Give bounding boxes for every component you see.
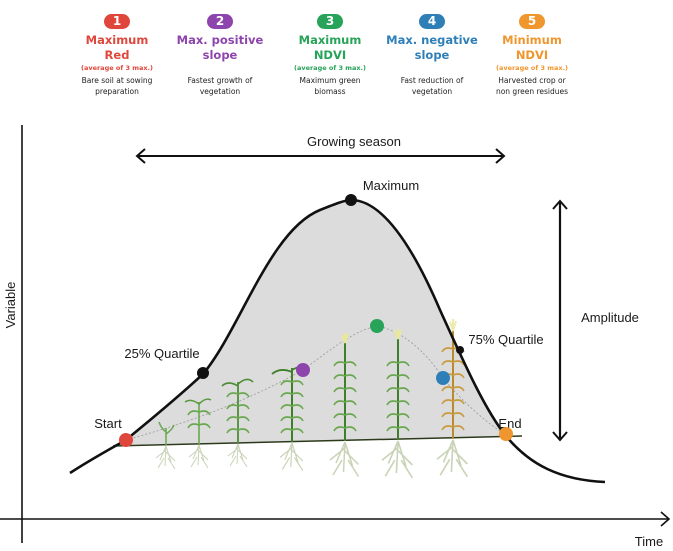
legend-note: (average of 3 max.) xyxy=(80,64,154,72)
quartile-75-label: 75% Quartile xyxy=(468,332,543,347)
badge-1: 1 xyxy=(104,14,130,29)
legend-item-minimum-ndvi: 5 Minimum NDVI (average of 3 max.) Harves… xyxy=(484,12,580,97)
legend-title: Maximum Red xyxy=(85,33,149,62)
legend-desc: Harvested crop or non green residues xyxy=(495,76,569,96)
plant-vegetative xyxy=(221,378,254,443)
maximum-point xyxy=(345,194,357,206)
legend-title: Maximum NDVI xyxy=(298,33,362,62)
plant-young xyxy=(184,398,212,444)
x-axis-label: Time xyxy=(635,534,663,549)
quartile-25-point xyxy=(197,367,209,379)
legend-desc: Fast reduction of vegetation xyxy=(400,76,464,96)
quartile-25-label: 25% Quartile xyxy=(124,346,199,361)
marker-4-max-negative-slope xyxy=(436,371,450,385)
marker-5-min-ndvi xyxy=(499,427,513,441)
legend-item-maximum-ndvi: 3 Maximum NDVI (average of 3 max.) Maximu… xyxy=(280,12,380,97)
growing-season-label: Growing season xyxy=(307,134,401,149)
plant-roots xyxy=(155,439,469,479)
plant-senescent xyxy=(441,319,465,439)
legend: 1 Maximum Red (average of 3 max.) Bare so… xyxy=(0,0,673,110)
phenology-curve xyxy=(69,198,606,484)
marker-3-max-ndvi xyxy=(370,319,384,333)
y-axis-label: Variable xyxy=(3,282,18,329)
marker-2-max-positive-slope xyxy=(296,363,310,377)
start-label: Start xyxy=(94,416,122,431)
curve-area-fill xyxy=(113,200,522,445)
marker-1-max-red xyxy=(119,433,133,447)
plant-mature xyxy=(386,329,410,440)
legend-desc: Maximum green biomass xyxy=(299,76,361,96)
badge-5: 5 xyxy=(519,14,545,29)
legend-desc: Bare soil at sowing preparation xyxy=(81,76,153,96)
plant-seedling xyxy=(158,421,175,445)
legend-item-max-positive-slope: 2 Max. positive slope Fastest growth of ve… xyxy=(172,12,268,97)
legend-title: Max. negative slope xyxy=(386,33,478,62)
badge-2: 2 xyxy=(207,14,233,29)
plant-tasseling xyxy=(333,333,357,441)
amplitude-arrow xyxy=(552,199,568,442)
quartile-75-point xyxy=(456,346,464,354)
badge-3: 3 xyxy=(317,14,343,29)
legend-title: Max. positive slope xyxy=(176,33,264,62)
growing-season-arrow xyxy=(135,148,506,164)
legend-note: (average of 3 max.) xyxy=(495,64,569,72)
maximum-label: Maximum xyxy=(363,178,419,193)
legend-desc: Fastest growth of vegetation xyxy=(187,76,253,96)
legend-title: Minimum NDVI xyxy=(502,33,562,62)
legend-note: (average of 3 max.) xyxy=(293,64,367,72)
legend-item-maximum-red: 1 Maximum Red (average of 3 max.) Bare so… xyxy=(72,12,162,97)
amplitude-label: Amplitude xyxy=(581,310,639,325)
x-axis-arrowhead xyxy=(660,511,671,527)
legend-item-max-negative-slope: 4 Max. negative slope Fast reduction of ve… xyxy=(382,12,482,97)
badge-4: 4 xyxy=(419,14,445,29)
